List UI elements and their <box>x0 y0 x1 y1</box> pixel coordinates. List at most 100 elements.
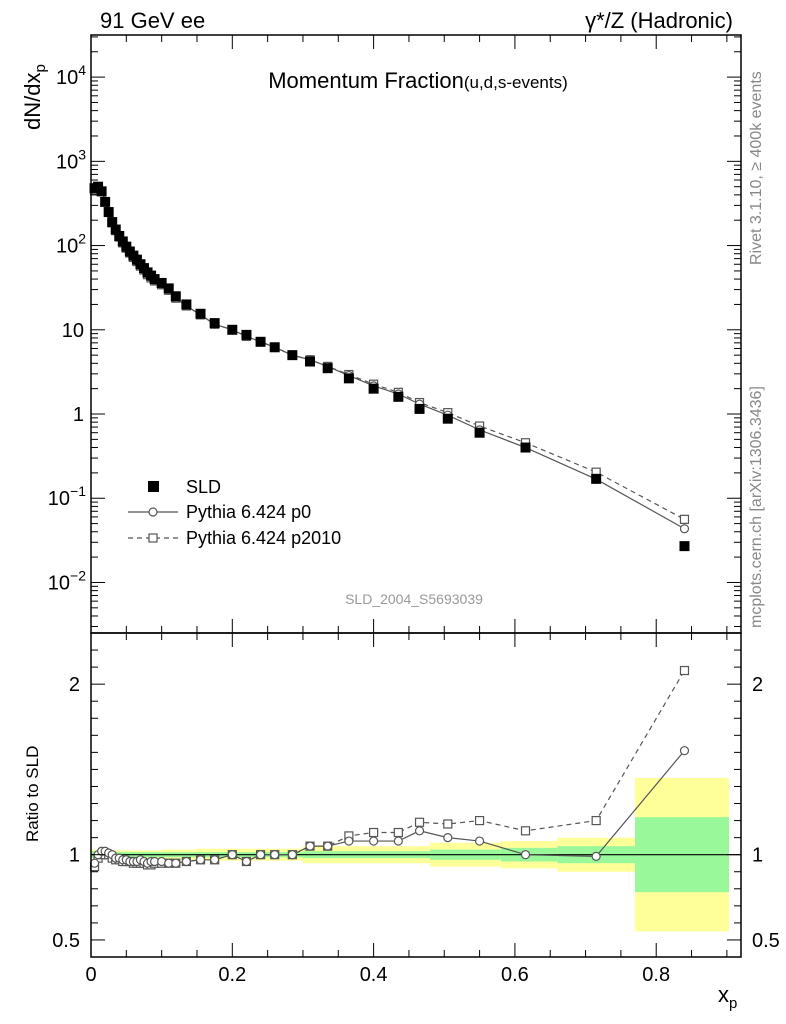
y-tick-label: 10 <box>62 320 84 342</box>
main-plot-marks <box>89 181 690 552</box>
ratio-frame <box>90 632 742 958</box>
p0-ratio-point <box>474 836 485 846</box>
header-process-label: γ*/Z (Hadronic) <box>585 8 733 33</box>
ratio-panel: 2 21 10.5 0.50 0.2 0.4 0.6 0.8 Ratio to SLD xp <box>23 632 780 1012</box>
p0-ratio-point <box>181 856 191 867</box>
y-tick-label-exponent: 2 <box>78 231 86 247</box>
y-tick-label-base: 10 <box>56 67 78 89</box>
y-axis-label-sub: p <box>32 64 49 72</box>
y-tick-label-exponent: −2 <box>70 567 86 583</box>
y-axis-label-main: dN/dx <box>20 73 45 130</box>
sld-main-point <box>209 318 220 329</box>
ratio-tick-label-left: 1 <box>69 845 80 867</box>
p0-ratio-point <box>323 841 333 851</box>
sld-main-point <box>414 403 425 414</box>
p0-ratio-point <box>344 836 354 846</box>
x-tick-label: 0.8 <box>642 964 670 986</box>
ratio-tick-label-left: 0.5 <box>52 930 80 952</box>
x-axis-label: xp <box>718 982 737 1012</box>
y-tick-label-base: 10 <box>48 488 70 510</box>
sld-main-point <box>103 207 114 218</box>
p0-ratio-point <box>679 746 690 756</box>
y-tick-label-exponent: 4 <box>78 62 86 78</box>
p2010-ratio-point <box>414 817 425 827</box>
p0-ratio-point <box>414 826 425 836</box>
y-tick-label: 10−2 <box>48 567 86 594</box>
p2010-ratio-point <box>679 665 690 676</box>
p2010-ratio-point <box>369 827 379 838</box>
sld-main-point <box>305 356 316 367</box>
chart-title-suffix: (u,d,s-events) <box>464 73 568 92</box>
p0-ratio-point <box>443 833 453 843</box>
sld-main-point <box>343 373 354 384</box>
y-tick-label-exponent: −1 <box>70 483 86 499</box>
x-tick-label: 0 <box>85 964 96 986</box>
sld-main-point <box>156 277 167 288</box>
legend: SLD Pythia 6.424 p0 Pythia 6.424 p2010 <box>128 477 341 548</box>
y-tick-label-base: 10 <box>56 236 78 258</box>
header-energy-label: 91 GeV ee <box>100 8 205 33</box>
p0-main-point <box>679 524 690 534</box>
y-tick-label-exponent: 3 <box>78 146 86 162</box>
p0-ratio-point <box>210 855 220 865</box>
legend-p0-label: Pythia 6.424 p0 <box>186 502 311 522</box>
ratio-tick-label-right: 2 <box>752 674 763 696</box>
sld-main-point <box>195 308 206 319</box>
sld-main-point <box>149 274 160 285</box>
sld-main-point <box>117 236 128 247</box>
p0-ratio-point <box>305 841 315 851</box>
p0-ratio-point <box>393 836 403 846</box>
y-tick-label: 104 <box>56 62 86 89</box>
ratio-tick-label-right: 1 <box>752 845 763 867</box>
p0-ratio-point <box>255 850 266 860</box>
legend-sld-marker <box>148 481 159 492</box>
rivet-version-label: Rivet 3.1.10, ≥ 400k events <box>748 71 765 265</box>
sld-main-point <box>227 324 238 335</box>
p0-ratio-point <box>591 851 601 861</box>
p2010-ratio-point <box>591 815 601 826</box>
sld-main-point <box>287 350 298 361</box>
p0-ratio-point <box>520 850 531 860</box>
sld-main-point <box>163 283 174 294</box>
sld-main-point <box>255 336 266 347</box>
y-axis-label: dN/dxp <box>20 64 49 130</box>
legend-p0-marker <box>148 507 158 517</box>
x-tick-label: 0.6 <box>501 964 529 986</box>
y-tick-label-base: 10 <box>56 151 78 173</box>
sld-main-point <box>181 299 192 310</box>
sld-main-point <box>110 224 121 235</box>
sld-main-point <box>393 391 404 402</box>
y-tick-label: 1 <box>73 404 84 426</box>
legend-p2010-label: Pythia 6.424 p2010 <box>186 528 341 548</box>
x-axis-label-main: x <box>718 982 729 1007</box>
sld-main-point <box>520 442 531 453</box>
p0-ratio-point <box>287 850 297 860</box>
x-axis-label-sub: p <box>729 995 737 1012</box>
p2010-ratio-point <box>393 827 403 838</box>
p0-ratio-point <box>241 856 252 867</box>
x-tick-label: 0.4 <box>360 964 388 986</box>
p2010-ratio-point <box>474 815 485 826</box>
sld-main-point <box>368 383 379 394</box>
p0-ratio-point <box>195 855 206 865</box>
y-tick-label: 102 <box>56 231 86 258</box>
ratio-axis-label: Ratio to SLD <box>23 746 42 842</box>
ratio-uncertainty-bands <box>91 777 741 932</box>
ratio-plot-marks <box>89 665 690 872</box>
sld-main-point <box>96 186 107 197</box>
legend-p2010-marker <box>148 533 158 543</box>
p0-ratio-point <box>227 850 237 860</box>
sld-main-point <box>241 329 252 340</box>
ratio-tick-label-left: 2 <box>69 674 80 696</box>
p0-ratio-point <box>171 858 181 868</box>
p0-ratio-point <box>369 836 379 846</box>
ratio-tick-label-right: 0.5 <box>752 930 780 952</box>
y-tick-label: 103 <box>56 146 86 173</box>
sld-main-point <box>679 541 690 552</box>
p2010-main-point <box>679 514 690 524</box>
y-tick-label-base: 10 <box>48 572 70 594</box>
analysis-id-label: SLD_2004_S5693039 <box>345 591 483 607</box>
